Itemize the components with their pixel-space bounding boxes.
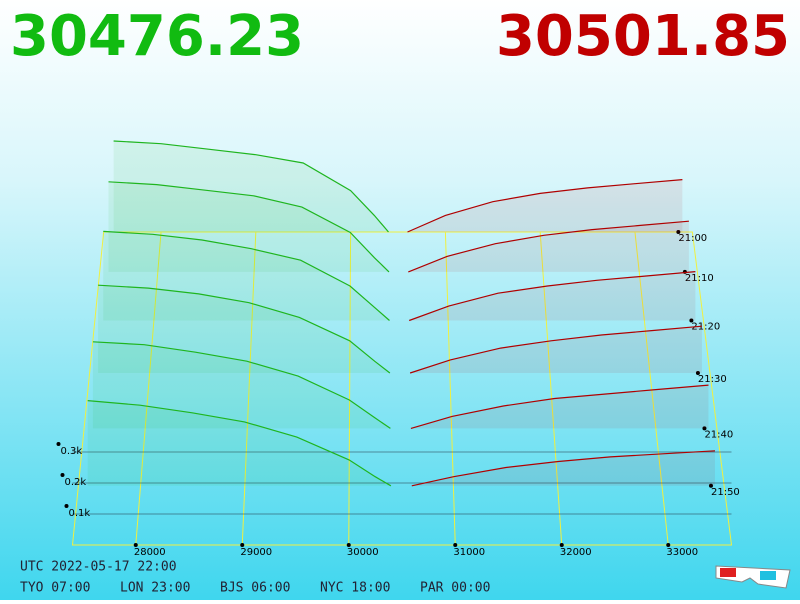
grid-line: [241, 231, 257, 546]
x-tick-label: 28000: [134, 547, 166, 558]
ask-curve: [409, 325, 702, 374]
depth-area: [108, 181, 389, 272]
depth-area: [411, 450, 715, 486]
depth-area: [98, 285, 390, 374]
x-tick: [666, 543, 671, 547]
x-tick-label: 33000: [666, 547, 698, 558]
ask-curve: [407, 179, 683, 233]
ask-curve: [411, 450, 716, 487]
bid-curve: [113, 140, 389, 233]
x-tick: [346, 543, 351, 547]
grid-line: [135, 231, 162, 546]
time-tick-label: 21:40: [704, 429, 733, 440]
glasses-icon: [715, 565, 791, 589]
depth-tick: [64, 504, 69, 508]
ask-curve: [408, 220, 689, 273]
depth-area: [113, 140, 389, 232]
ask-curve: [410, 384, 709, 429]
depth-area: [409, 271, 696, 321]
depth-tick-label: 0.3k: [61, 446, 83, 457]
zone-time: NYC 18:00: [320, 581, 390, 596]
depth-tick-label: 0.2k: [65, 477, 87, 488]
depth-area: [87, 400, 391, 486]
depth-area: [92, 341, 391, 429]
depth-area: [407, 179, 683, 232]
x-tick: [453, 543, 458, 547]
x-tick: [240, 543, 245, 547]
bid-curve: [87, 400, 392, 487]
bid-curve: [92, 341, 391, 429]
ask-price: 30501.85: [496, 4, 790, 69]
x-tick-label: 31000: [453, 547, 485, 558]
zone-time: BJS 06:00: [220, 581, 290, 596]
depth-area: [408, 221, 689, 272]
x-tick-label: 32000: [560, 547, 592, 558]
depth-tick: [60, 473, 65, 477]
depth-tick-label: 0.1k: [69, 508, 91, 519]
grid-line: [444, 231, 456, 546]
bid-curve: [103, 230, 390, 321]
depth-area: [410, 385, 709, 429]
bid-curve: [108, 181, 390, 273]
zone-time: PAR 00:00: [420, 581, 490, 596]
time-tick: [708, 483, 713, 488]
time-tick-label: 21:50: [711, 487, 740, 498]
time-tick: [689, 318, 694, 323]
plot: 28000 29000 30000 31000 32000 33000 0.1k 0.2k 0.…: [56, 140, 740, 558]
grid-line: [539, 231, 563, 546]
time-tick-label: 21:20: [691, 321, 720, 332]
time-tick: [702, 426, 707, 431]
time-tick-label: 21:30: [698, 374, 727, 385]
grid-line: [348, 231, 352, 546]
time-tick: [676, 230, 681, 234]
ask-curve: [408, 271, 696, 322]
utc-time: UTC 2022-05-17 22:00: [20, 560, 177, 575]
x-tick: [559, 543, 564, 547]
depth-area: [103, 231, 390, 321]
time-tick: [695, 371, 700, 376]
time-tick-label: 21:00: [678, 233, 707, 244]
grid-line: [634, 231, 669, 546]
x-tick-label: 30000: [347, 547, 379, 558]
x-tick-label: 29000: [240, 547, 272, 558]
bid-curve: [98, 284, 391, 374]
depth-area: [410, 326, 702, 374]
time-tick-label: 21:10: [685, 273, 714, 284]
zone-time: LON 23:00: [120, 581, 190, 596]
depth-tick: [56, 442, 61, 446]
x-tick: [133, 543, 138, 547]
floor-frame: [71, 231, 733, 546]
zone-time: TYO 07:00: [20, 581, 90, 596]
time-zones: TYO 07:00 LON 23:00 BJS 06:00 NYC 18:00 PAR …: [20, 581, 490, 596]
bid-price: 30476.23: [10, 4, 304, 69]
